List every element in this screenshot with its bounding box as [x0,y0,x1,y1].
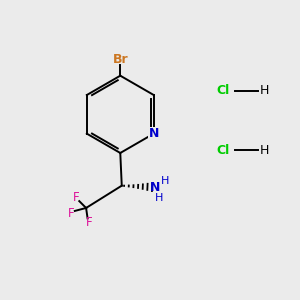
Text: N: N [148,127,159,140]
Text: Cl: Cl [216,143,230,157]
Text: F: F [72,191,79,204]
Text: Cl: Cl [216,84,230,97]
Text: F: F [68,207,74,220]
Text: H: H [155,193,163,202]
Text: H: H [161,176,169,186]
Text: H: H [260,143,269,157]
Text: Br: Br [112,53,128,66]
Text: N: N [150,181,160,194]
Text: H: H [260,84,269,97]
Text: F: F [86,216,92,229]
